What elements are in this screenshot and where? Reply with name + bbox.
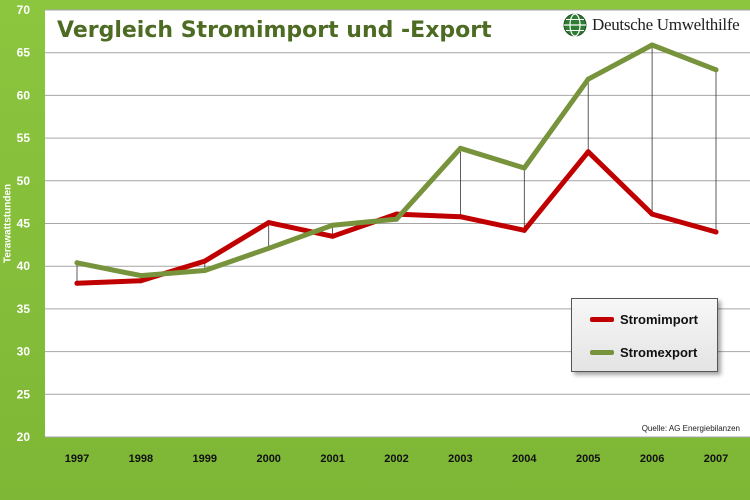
y-tick-label: 40 (17, 259, 31, 273)
legend-swatch-export (590, 350, 614, 355)
logo: Deutsche Umwelthilfe (563, 12, 740, 38)
data-point-stromimport-2001 (330, 233, 336, 239)
y-tick-label: 60 (17, 88, 31, 102)
legend-swatch-import (590, 317, 614, 322)
data-point-stromexport-2003 (457, 145, 463, 151)
globe-icon (563, 13, 587, 37)
x-tick-label: 2006 (640, 453, 664, 465)
data-point-stromexport-2004 (521, 165, 527, 171)
data-point-stromimport-1999 (202, 258, 208, 264)
x-tick-label: 2003 (448, 453, 472, 465)
data-point-stromimport-1998 (138, 278, 144, 284)
y-tick-label: 45 (17, 217, 31, 231)
y-axis-label: Terawattstunden (2, 183, 14, 264)
y-tick-label: 70 (17, 3, 31, 17)
data-point-stromimport-2005 (585, 149, 591, 155)
data-point-stromexport-1999 (202, 267, 208, 273)
source-note: Quelle: AG Energiebilanzen (641, 424, 740, 433)
data-point-stromimport-2000 (266, 220, 272, 226)
legend: Stromimport Stromexport (571, 298, 718, 372)
legend-label-export: Stromexport (620, 345, 698, 360)
y-tick-labels: 20 25 30 35 40 45 50 55 60 65 70 (17, 3, 31, 444)
logo-text: Deutsche Umwelthilfe (592, 15, 740, 34)
difference-connectors (76, 45, 717, 284)
x-tick-label: 2001 (320, 453, 344, 465)
y-tick-label: 25 (17, 387, 31, 401)
data-point-stromexport-1997 (74, 260, 80, 266)
y-tick-label: 35 (17, 302, 31, 316)
data-point-stromimport-2004 (521, 227, 527, 233)
x-tick-label: 2005 (576, 453, 600, 465)
data-point-stromexport-2000 (266, 245, 272, 251)
data-point-stromexport-1998 (138, 273, 144, 279)
x-tick-label: 2007 (704, 453, 728, 465)
y-tick-label: 30 (17, 345, 31, 359)
data-point-stromimport-2003 (457, 214, 463, 220)
x-tick-label: 1997 (65, 453, 89, 465)
y-tick-label: 55 (17, 131, 31, 145)
legend-item-import: Stromimport (590, 312, 698, 327)
x-tick-label: 2002 (384, 453, 408, 465)
x-tick-label: 2000 (256, 453, 280, 465)
legend-label-import: Stromimport (620, 312, 698, 327)
data-point-stromexport-2007 (713, 67, 719, 73)
data-point-stromexport-2005 (585, 76, 591, 82)
data-point-stromexport-2006 (649, 42, 655, 48)
data-point-stromimport-1997 (74, 280, 80, 286)
data-point-stromexport-2001 (330, 222, 336, 228)
x-tick-label: 1999 (193, 453, 217, 465)
series-lines (74, 42, 719, 286)
data-point-stromimport-2007 (713, 229, 719, 235)
y-tick-label: 65 (17, 46, 31, 60)
chart-title: Vergleich Stromimport und -Export (57, 18, 492, 43)
y-tick-label: 20 (17, 430, 31, 444)
x-tick-label: 2004 (512, 453, 537, 465)
data-point-stromexport-2002 (394, 216, 399, 222)
x-tick-labels: 1997 1998 1999 2000 2001 2002 2003 2004 2005 2006… (65, 453, 728, 465)
legend-item-export: Stromexport (590, 345, 697, 360)
x-tick-label: 1998 (129, 453, 153, 465)
data-point-stromimport-2006 (649, 211, 655, 217)
y-tick-label: 50 (17, 174, 31, 188)
